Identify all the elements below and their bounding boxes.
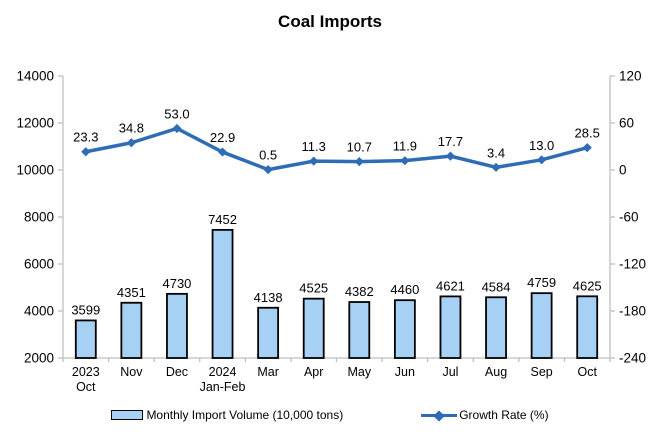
- growth-value-label: 11.3: [302, 139, 326, 154]
- growth-point: [491, 162, 501, 172]
- line-series-swatch-icon: [421, 409, 458, 422]
- growth-value-label: 53.0: [164, 106, 189, 121]
- bar: [257, 306, 280, 359]
- growth-point: [354, 157, 364, 167]
- bar-series-label: Monthly Import Volume (10,000 tons): [146, 408, 344, 422]
- bar: [530, 292, 553, 359]
- x-tick-label: Oct: [577, 365, 597, 379]
- x-tick-label: Oct: [76, 380, 96, 394]
- growth-point: [309, 156, 319, 166]
- bar: [348, 301, 371, 359]
- x-tick-label: 2023: [72, 365, 100, 379]
- growth-point: [582, 143, 592, 153]
- growth-value-label: 34.8: [119, 121, 144, 136]
- growth-point: [126, 138, 136, 148]
- bar-value-label: 4525: [299, 281, 328, 296]
- growth-point: [217, 147, 228, 157]
- left-axis-tick-label: 12000: [16, 116, 54, 131]
- bar: [211, 228, 234, 359]
- growth-point: [172, 123, 182, 134]
- growth-point: [537, 155, 547, 165]
- line-series-label: Growth Rate (%): [459, 408, 549, 422]
- bar: [439, 295, 462, 359]
- right-axis-tick-label: -240: [619, 351, 646, 366]
- left-axis-tick-label: 2000: [24, 351, 54, 366]
- x-tick-label: Sep: [531, 365, 553, 379]
- bar: [74, 319, 97, 359]
- left-axis-tick-label: 8000: [24, 210, 54, 225]
- bar-value-label: 4584: [482, 279, 511, 294]
- bar-value-label: 4138: [254, 290, 283, 305]
- x-tick-label: Jan-Feb: [200, 380, 246, 394]
- growth-point: [263, 165, 273, 175]
- growth-value-label: 23.3: [73, 130, 98, 145]
- growth-value-label: 11.9: [393, 139, 417, 154]
- bar-value-label: 4460: [390, 282, 419, 297]
- chart-title: Coal Imports: [278, 12, 382, 31]
- growth-point: [445, 151, 456, 161]
- x-tick-label: Mar: [257, 365, 279, 379]
- growth-point: [400, 156, 410, 166]
- growth-value-label: 22.9: [210, 130, 235, 145]
- growth-point: [81, 147, 91, 157]
- x-tick-label: Dec: [166, 365, 188, 379]
- right-axis-tick-label: 0: [619, 163, 627, 178]
- legend-item-bar-series: Monthly Import Volume (10,000 tons): [111, 408, 343, 422]
- growth-value-label: 10.7: [347, 140, 372, 155]
- bar: [485, 296, 507, 359]
- growth-value-label: 28.5: [575, 126, 600, 141]
- bar-value-label: 4759: [527, 275, 556, 290]
- left-axis-tick-label: 10000: [16, 163, 54, 178]
- bar-series-swatch-icon: [111, 410, 144, 420]
- x-tick-label: Jun: [395, 365, 415, 379]
- right-axis-tick-label: 60: [619, 116, 634, 131]
- x-tick-label: Aug: [485, 365, 507, 379]
- bar: [120, 301, 143, 359]
- growth-value-label: 3.4: [487, 145, 505, 160]
- bar-value-label: 3599: [71, 302, 100, 317]
- x-tick-label: Jul: [442, 365, 458, 379]
- bar-value-label: 4351: [117, 285, 146, 300]
- growth-value-label: 0.5: [259, 148, 277, 163]
- x-tick-label: May: [347, 365, 371, 379]
- bar-value-label: 4625: [573, 278, 602, 293]
- left-axis-tick-label: 6000: [24, 257, 54, 272]
- growth-line: [84, 126, 589, 172]
- growth-value-label: 17.7: [438, 134, 463, 149]
- bar: [576, 295, 599, 359]
- bar: [393, 299, 416, 359]
- growth-value-label: 13.0: [529, 138, 554, 153]
- right-axis-tick-label: -120: [619, 257, 646, 272]
- right-axis-tick-label: 120: [619, 69, 642, 84]
- bar-value-label: 4730: [162, 276, 191, 291]
- bar: [302, 297, 325, 359]
- x-tick-label: Nov: [120, 365, 143, 379]
- x-tick-label: Apr: [304, 365, 323, 379]
- chart-legend: Monthly Import Volume (10,000 tons) Grow…: [0, 408, 660, 422]
- right-axis-tick-label: -180: [619, 304, 646, 319]
- left-axis-tick-label: 4000: [24, 304, 54, 319]
- legend-item-line-series: Growth Rate (%): [421, 408, 549, 422]
- x-tick-label: 2024: [209, 365, 237, 379]
- right-axis-tick-label: -60: [619, 210, 639, 225]
- bar: [166, 292, 188, 359]
- bar-value-label: 4621: [436, 278, 465, 293]
- bar-value-label: 7452: [208, 212, 237, 227]
- left-axis-tick-label: 14000: [16, 69, 54, 84]
- bar-value-label: 4382: [345, 284, 374, 299]
